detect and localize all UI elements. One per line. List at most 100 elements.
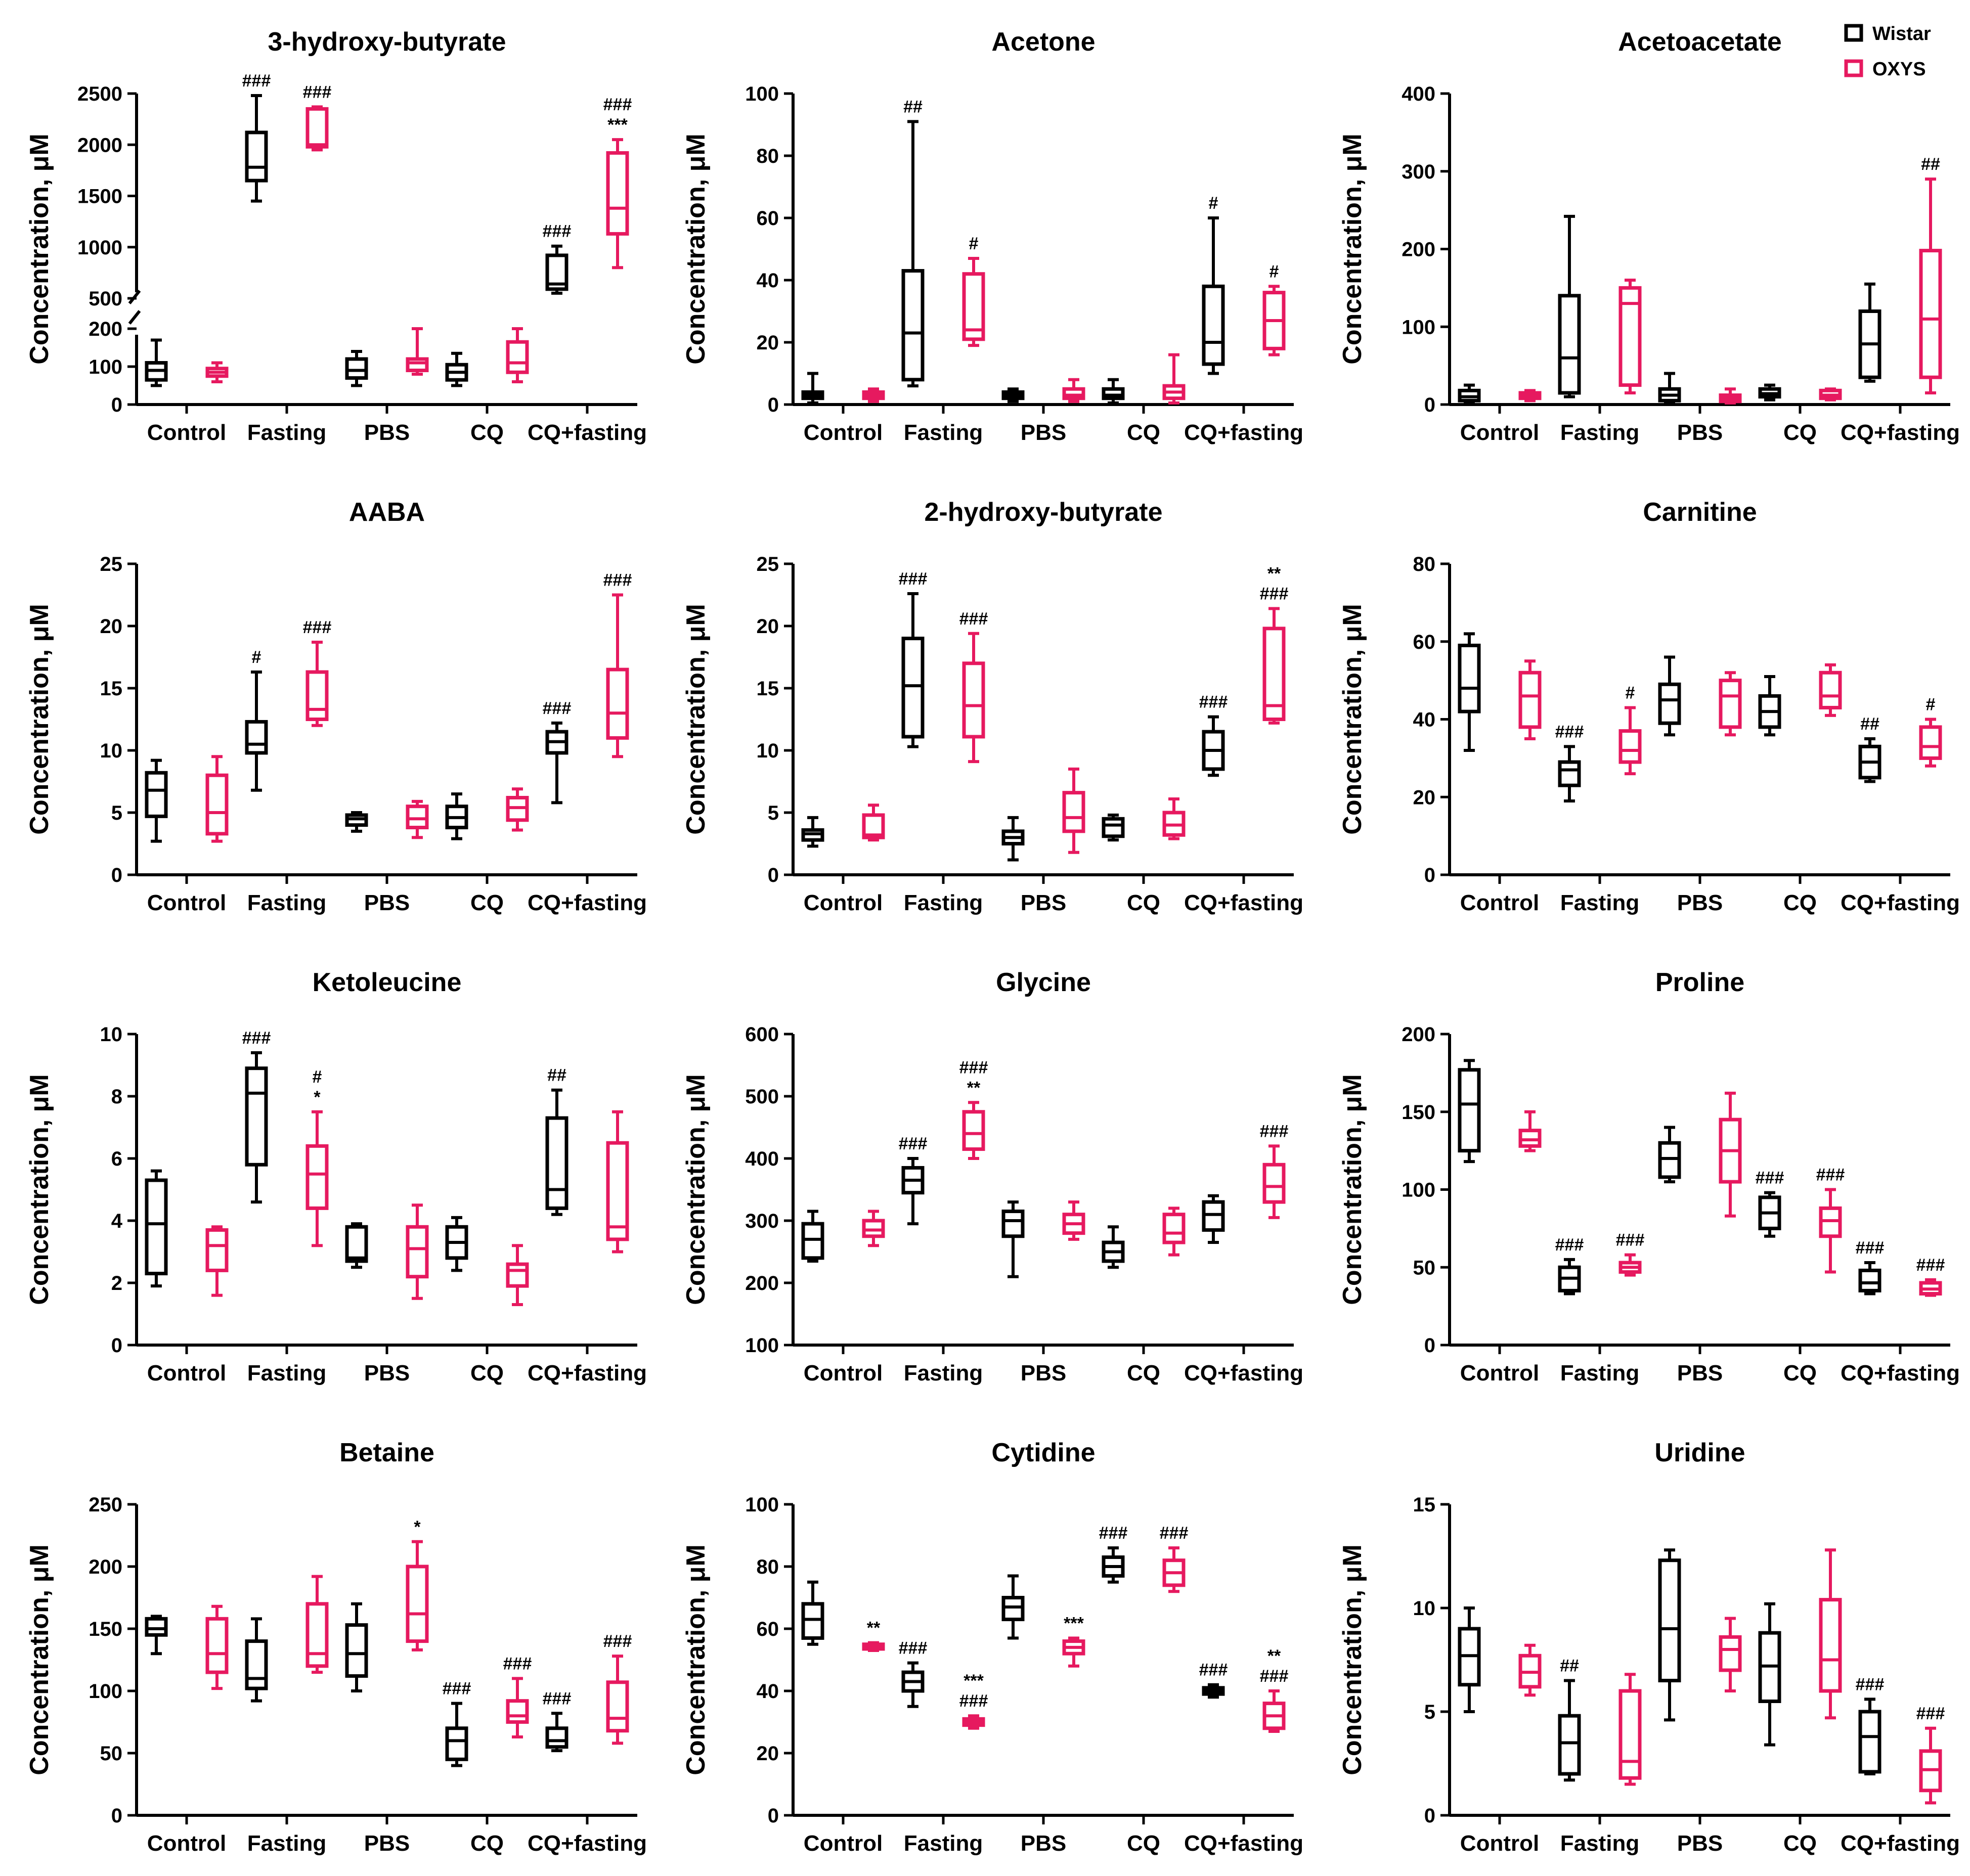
y-tick-label: 10 — [757, 740, 779, 762]
significance-mark: ### — [303, 82, 332, 102]
category-label: CQ — [1127, 890, 1160, 915]
box-oxys-cq — [1819, 663, 1842, 717]
box — [606, 1141, 629, 1241]
box — [1062, 387, 1085, 400]
box-wistar-fasting — [901, 1661, 925, 1708]
axis-break-mark — [128, 310, 141, 325]
y-tick-label: 60 — [757, 207, 779, 230]
legend-swatch — [1844, 24, 1863, 42]
box-wistar-cq+fasting — [1858, 1261, 1881, 1296]
chart-title: AABA — [349, 498, 425, 527]
y-tick-label: 60 — [757, 1618, 779, 1640]
y-axis-label: Concentration, μM — [25, 1544, 54, 1775]
box-wistar-control — [1458, 1606, 1481, 1713]
significance-mark: ### — [1199, 1661, 1228, 1680]
significance-mark: ### — [1916, 1256, 1945, 1275]
significance-mark: ### — [1856, 1238, 1885, 1258]
y-axis-label: Concentration, μM — [1338, 1074, 1367, 1305]
legend-label: OXYS — [1872, 59, 1926, 80]
category-label: PBS — [1021, 890, 1066, 915]
y-tick-label: 0 — [111, 394, 122, 416]
box-wistar-control — [145, 758, 168, 843]
box-oxys-cq — [1819, 387, 1842, 401]
y-tick-label: 20 — [757, 332, 779, 354]
box — [345, 357, 368, 380]
box — [1658, 1141, 1681, 1179]
box — [1458, 643, 1481, 713]
box-wistar-cq — [1758, 383, 1781, 401]
box — [1618, 1689, 1642, 1780]
category-label: PBS — [1677, 420, 1723, 445]
y-tick-label: 0 — [111, 864, 122, 886]
chart-ketoleucine: Ketoleucine Concentration, μM 0 2 4 6 8 10 Contr… — [25, 968, 647, 1386]
y-tick-label: 200 — [745, 1272, 779, 1294]
box-oxys-control — [862, 1210, 885, 1247]
category-label: PBS — [364, 1831, 410, 1856]
box — [862, 1219, 885, 1238]
significance-mark: ** — [867, 1619, 881, 1638]
significance-mark: ** — [967, 1078, 981, 1097]
category-label: CQ — [1783, 890, 1817, 915]
category-label: CQ+fasting — [1841, 1361, 1960, 1386]
box — [305, 1602, 329, 1668]
category-label: PBS — [364, 1361, 410, 1386]
y-tick-label: 60 — [1413, 631, 1436, 653]
y-tick-label: 5 — [768, 802, 779, 824]
y-tick-label: 200 — [89, 1556, 122, 1578]
chart-title: Betaine — [339, 1438, 434, 1467]
significance-mark: # — [252, 648, 261, 667]
y-tick-label: 0 — [1424, 1805, 1435, 1827]
box-oxys-fasting — [305, 1110, 329, 1247]
box-oxys-pbs — [1719, 1091, 1742, 1218]
box-oxys-fasting — [305, 640, 329, 727]
chart-carnitine: Carnitine Concentration, μM 0 20 40 60 80 Contr… — [1338, 498, 1960, 915]
chart-acetoacetate: Acetoacetate Concentration, μM 0 100 200 300 4… — [1338, 27, 1960, 445]
box-wistar-pbs — [1001, 1574, 1025, 1640]
category-label: CQ+fasting — [528, 890, 647, 915]
box — [1001, 1210, 1025, 1238]
box-oxys-cq — [506, 1677, 529, 1739]
box-oxys-fasting — [305, 105, 329, 152]
significance-mark: ** — [1267, 564, 1281, 584]
category-label: CQ+fasting — [1184, 420, 1303, 445]
box-oxys-pbs — [1719, 387, 1742, 405]
box-oxys-control — [205, 755, 229, 843]
box — [1518, 1129, 1542, 1148]
y-tick-label: 6 — [111, 1148, 122, 1170]
y-tick-label: 0 — [768, 1805, 779, 1827]
box-wistar-fasting — [901, 1157, 925, 1226]
box-wistar-cq — [1102, 378, 1125, 405]
significance-mark: ### — [899, 1134, 928, 1153]
box — [205, 1228, 229, 1272]
box-oxys-pbs — [1062, 378, 1085, 403]
y-tick-label: 80 — [1413, 553, 1436, 575]
box-oxys-cq — [1819, 1548, 1842, 1720]
significance-mark: ## — [1860, 714, 1879, 734]
box-oxys-cq — [1819, 1188, 1842, 1274]
significance-mark: ### — [242, 1029, 271, 1048]
box-wistar-control — [145, 1615, 168, 1656]
category-label: CQ — [470, 1831, 504, 1856]
box — [305, 107, 329, 149]
box-oxys-cq+fasting — [606, 1655, 629, 1745]
significance-mark: ### — [603, 571, 632, 590]
box-wistar-fasting — [901, 592, 925, 748]
category-label: Control — [804, 890, 883, 915]
significance-mark: * — [314, 1088, 321, 1107]
significance-mark: ** — [1267, 1646, 1281, 1666]
category-label: CQ+fasting — [1841, 1831, 1960, 1856]
y-tick-label: 200 — [1402, 1023, 1435, 1046]
box-wistar-fasting — [245, 1051, 268, 1204]
significance-mark: ### — [543, 699, 572, 718]
significance-mark: * — [414, 1517, 421, 1537]
legend: Wistar OXYS — [1844, 23, 1931, 80]
significance-mark: ### — [1160, 1524, 1189, 1543]
significance-mark: # — [1269, 262, 1279, 281]
box-oxys-pbs — [1062, 1636, 1085, 1668]
box — [445, 1726, 468, 1761]
y-tick-label: 50 — [100, 1743, 123, 1765]
y-tick-label: 0 — [111, 1334, 122, 1357]
category-label: Control — [1460, 420, 1539, 445]
chart-cytidine: Cytidine Concentration, μM 0 20 40 60 80 100 Con… — [681, 1438, 1303, 1856]
box-wistar-fasting — [245, 671, 268, 792]
